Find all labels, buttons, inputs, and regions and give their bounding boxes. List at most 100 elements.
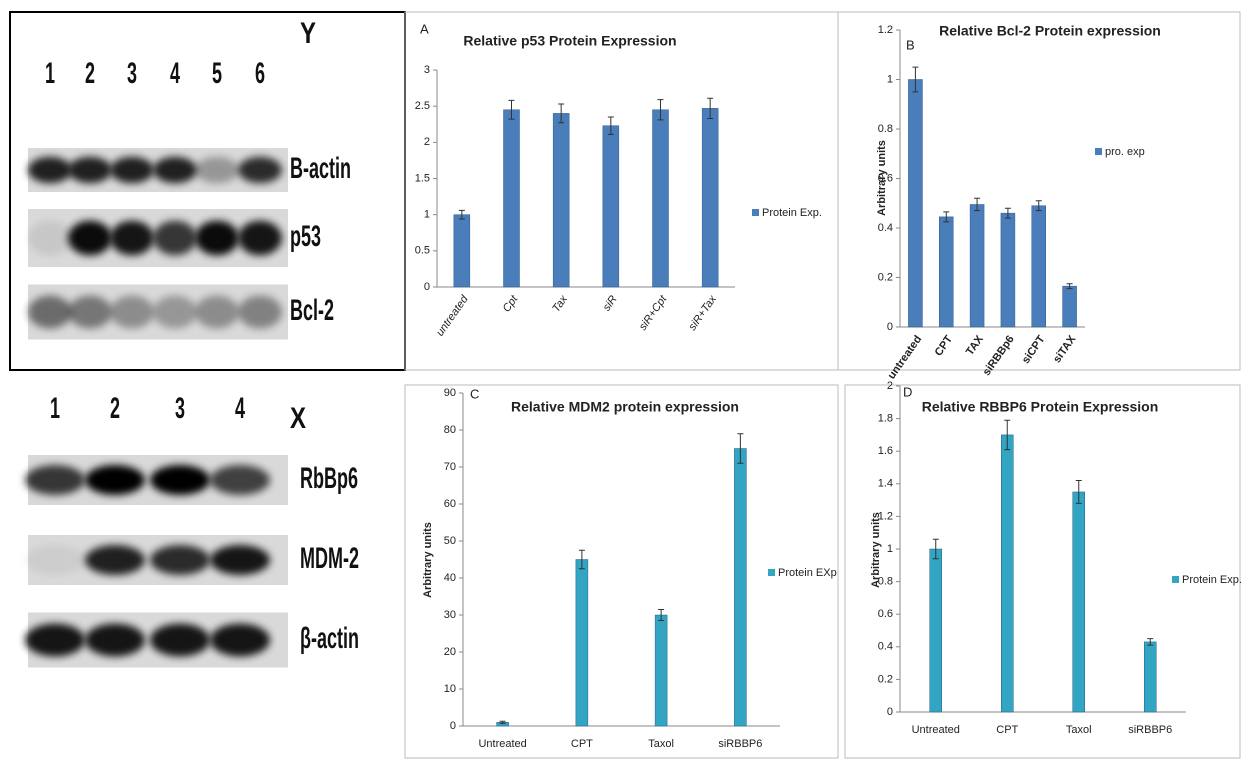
y-tick-label: 0.5 bbox=[415, 245, 430, 257]
y-tick-label: 90 bbox=[444, 387, 456, 399]
legend-label: Protein Exp. bbox=[1182, 574, 1242, 586]
x-tick-label: siR+Tax bbox=[686, 293, 719, 333]
bar bbox=[576, 560, 588, 727]
x-tick-label: siTAX bbox=[1051, 333, 1079, 365]
band bbox=[68, 296, 112, 329]
y-tick-label: 30 bbox=[444, 609, 456, 621]
panel-frame bbox=[405, 12, 838, 370]
y-tick-label: 1 bbox=[887, 543, 893, 555]
row-label: MDM-2 bbox=[300, 542, 359, 575]
bar bbox=[908, 80, 922, 328]
band bbox=[238, 296, 282, 329]
x-tick-label: Cpt bbox=[501, 293, 521, 315]
y-tick-label: 1.6 bbox=[878, 445, 893, 457]
y-tick-label: 1.4 bbox=[878, 478, 893, 490]
legend-label: pro. exp bbox=[1105, 146, 1145, 158]
panel-label: D bbox=[903, 384, 912, 399]
page: 123456YB-actinp53Bcl-21234XRbBp6MDM-2β-a… bbox=[0, 0, 1250, 761]
lane-label: 6 bbox=[255, 57, 265, 90]
x-tick-label: siR+Cpt bbox=[637, 293, 670, 333]
y-tick-label: 70 bbox=[444, 461, 456, 473]
band bbox=[85, 545, 145, 575]
y-tick-label: 10 bbox=[444, 683, 456, 695]
x-tick-label: TAX bbox=[964, 333, 986, 358]
x-tick-label: Untreated bbox=[478, 738, 526, 750]
band bbox=[153, 221, 197, 256]
y-tick-label: 0.2 bbox=[878, 673, 893, 685]
legend-swatch bbox=[1095, 148, 1102, 155]
x-tick-label: siRBBP6 bbox=[1128, 724, 1172, 736]
bar bbox=[939, 217, 953, 327]
band bbox=[195, 221, 239, 256]
band bbox=[110, 221, 154, 256]
bar bbox=[603, 126, 619, 287]
y-tick-label: 0 bbox=[424, 281, 430, 293]
band bbox=[110, 296, 154, 329]
row-label: β-actin bbox=[300, 622, 359, 655]
bar bbox=[1073, 492, 1085, 712]
y-tick-label: 20 bbox=[444, 646, 456, 658]
chart-title: Relative p53 Protein Expression bbox=[463, 33, 676, 49]
bar bbox=[1032, 206, 1046, 327]
band bbox=[68, 221, 112, 256]
band bbox=[150, 624, 210, 657]
legend-label: Protein Exp. bbox=[762, 207, 822, 219]
x-tick-label: siR bbox=[601, 293, 620, 313]
bar bbox=[1001, 435, 1013, 712]
panel-label: B bbox=[906, 37, 915, 52]
bar bbox=[454, 215, 470, 287]
y-tick-label: 1.5 bbox=[415, 172, 430, 184]
bar bbox=[655, 615, 667, 726]
y-tick-label: 0.6 bbox=[878, 608, 893, 620]
blot-tag: X bbox=[290, 400, 306, 434]
band bbox=[195, 296, 239, 329]
y-tick-label: 0.2 bbox=[878, 271, 893, 283]
x-tick-label: untreated bbox=[886, 334, 925, 382]
band bbox=[110, 157, 154, 183]
bar bbox=[1063, 286, 1077, 327]
panel-label: C bbox=[470, 386, 479, 401]
y-tick-label: 2 bbox=[887, 380, 893, 392]
y-tick-label: 2.5 bbox=[415, 100, 430, 112]
lane-label: 2 bbox=[85, 57, 95, 90]
y-tick-label: 1.2 bbox=[878, 510, 893, 522]
band bbox=[28, 157, 72, 183]
bar bbox=[970, 204, 984, 327]
chart-title: Relative RBBP6 Protein Expression bbox=[922, 399, 1159, 415]
panel-frame bbox=[845, 385, 1240, 758]
x-tick-label: Untreated bbox=[912, 724, 960, 736]
y-axis-label: Arbitrary units bbox=[422, 522, 434, 598]
band bbox=[28, 296, 72, 329]
band bbox=[195, 157, 239, 183]
y-tick-label: 0 bbox=[887, 321, 893, 333]
band bbox=[238, 157, 282, 183]
legend-swatch bbox=[752, 209, 759, 216]
band bbox=[25, 465, 85, 495]
y-tick-label: 50 bbox=[444, 535, 456, 547]
y-tick-label: 0.8 bbox=[878, 576, 893, 588]
x-tick-label: siCPT bbox=[1020, 333, 1048, 366]
y-tick-label: 0 bbox=[450, 720, 456, 732]
lane-label: 3 bbox=[175, 392, 185, 425]
band bbox=[210, 465, 270, 495]
band bbox=[85, 624, 145, 657]
y-tick-label: 1.8 bbox=[878, 413, 893, 425]
y-tick-label: 40 bbox=[444, 572, 456, 584]
figure: 123456YB-actinp53Bcl-21234XRbBp6MDM-2β-a… bbox=[0, 0, 1250, 761]
y-tick-label: 2 bbox=[424, 136, 430, 148]
x-tick-label: untreated bbox=[434, 293, 471, 339]
x-tick-label: CPT bbox=[996, 724, 1018, 736]
y-tick-label: 0.8 bbox=[878, 123, 893, 135]
band bbox=[153, 157, 197, 183]
row-label: Bcl-2 bbox=[290, 294, 334, 327]
y-tick-label: 0.4 bbox=[878, 222, 893, 234]
legend-swatch bbox=[1172, 576, 1179, 583]
bar bbox=[1144, 642, 1156, 712]
band bbox=[85, 465, 145, 495]
band bbox=[25, 545, 85, 575]
band bbox=[238, 221, 282, 256]
lane-label: 1 bbox=[50, 392, 60, 425]
chart-title: Relative Bcl-2 Protein expression bbox=[939, 23, 1161, 39]
band bbox=[68, 157, 112, 183]
chart-title: Relative MDM2 protein expression bbox=[511, 399, 739, 415]
